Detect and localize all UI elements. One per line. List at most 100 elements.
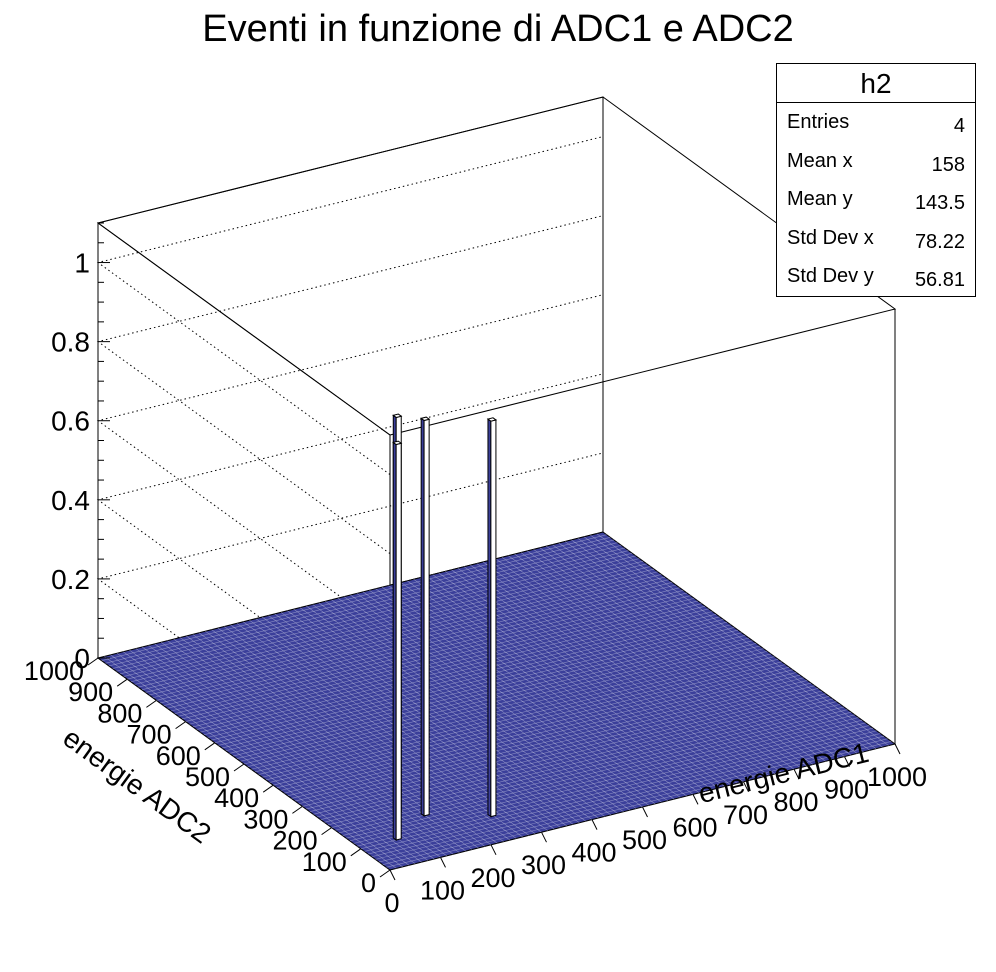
- floor-grid-line: [583, 536, 877, 749]
- floor-grid-line: [564, 541, 858, 754]
- floor-grid-line: [501, 556, 795, 770]
- floor-grid-line: [108, 539, 615, 667]
- y-tick-label: 200: [273, 826, 318, 856]
- floor-grid-line: [539, 547, 833, 760]
- x-tick-label: 800: [773, 787, 818, 817]
- floor-grid-line: [200, 605, 706, 733]
- floor-grid-line: [381, 586, 675, 800]
- y-tick-label: 900: [68, 677, 113, 707]
- x-tick: [642, 806, 648, 818]
- z-tick-label: 0.4: [51, 485, 90, 516]
- z-tick-label: 0.8: [51, 327, 90, 358]
- floor-grid-line: [476, 563, 769, 776]
- y-tick-label: 800: [97, 698, 142, 728]
- chart-title: Eventi in funzione di ADC1 e ADC2: [202, 8, 794, 50]
- y-tick-label: 700: [127, 720, 172, 750]
- floor-grid-line: [400, 582, 694, 795]
- y-tick: [204, 742, 216, 751]
- floor-grid-line: [167, 582, 673, 709]
- x-tick-label: 300: [521, 850, 566, 880]
- stats-value: 143.5: [914, 192, 965, 214]
- stats-row-entries: Entries 4: [777, 103, 975, 142]
- lego-bar-front: [395, 442, 402, 841]
- y-tick: [262, 784, 274, 793]
- floor-grid-line: [558, 542, 851, 756]
- floor-grid-line: [152, 571, 658, 699]
- floor-grid-line: [577, 538, 870, 751]
- x-tick-label: 500: [622, 825, 667, 855]
- floor-grid-line: [181, 592, 688, 720]
- stats-value: 158: [931, 153, 965, 176]
- floor-grid-line: [116, 544, 622, 672]
- y-tick: [350, 848, 362, 857]
- x-tick-label: 100: [420, 875, 465, 905]
- floor-grid-line: [138, 560, 644, 688]
- x-tick: [389, 869, 396, 881]
- z-tick-label: 0.2: [51, 564, 90, 595]
- floor-grid-line: [178, 590, 684, 717]
- lego-bar-top: [392, 440, 403, 446]
- floor-grid-line: [225, 624, 731, 752]
- floor-grid-line: [123, 550, 629, 677]
- lego-bar-front: [423, 418, 430, 817]
- x-tick: [844, 756, 850, 767]
- x-tick-label: 600: [672, 812, 717, 842]
- stats-label: Mean x: [787, 149, 853, 172]
- y-tick-label: 1000: [24, 656, 84, 686]
- floor-grid-line: [451, 569, 744, 783]
- stats-value: 56.81: [914, 269, 965, 291]
- floor-grid-line: [388, 585, 681, 798]
- floor-grid-line: [159, 576, 666, 704]
- floor-grid-line: [232, 629, 739, 757]
- floor-grid-line: [407, 580, 700, 794]
- floor-grid-line: [457, 567, 750, 781]
- stats-label: Std Dev y: [787, 265, 874, 287]
- floor-grid-line: [514, 553, 807, 767]
- floor-grid-line: [222, 621, 728, 749]
- stats-row-mean-y: Mean y 143.5: [777, 180, 975, 219]
- floor-grid-line: [105, 537, 611, 664]
- floor-grid-line: [362, 591, 656, 805]
- x-tick: [490, 844, 497, 856]
- stats-row-stddev-x: Std Dev x 78.22: [777, 219, 975, 258]
- floor-grid-line: [196, 603, 702, 730]
- lego-bar-top: [392, 413, 403, 418]
- lego-bar-front: [490, 419, 497, 818]
- floor-grid-line: [520, 552, 814, 765]
- x-tick: [541, 831, 547, 843]
- z-tick-label: 0: [74, 643, 90, 674]
- y-tick-label: 400: [214, 783, 259, 813]
- x-tick-label: 200: [470, 863, 515, 893]
- x-tick-label: 1000: [867, 762, 927, 792]
- floor-grid-line: [527, 550, 820, 764]
- floor-grid-line: [214, 616, 720, 744]
- x-tick: [591, 819, 598, 830]
- floor-grid-line: [163, 579, 669, 706]
- y-tick-label: 500: [185, 762, 230, 792]
- box-top-frame: [96, 96, 897, 436]
- floor-grid-line: [218, 619, 724, 746]
- floor-grid-line: [546, 545, 839, 759]
- floor-grid-line: [533, 549, 826, 762]
- floor-grid-line: [112, 542, 618, 669]
- y-tick-label: 0: [361, 868, 376, 898]
- floor-grid-line: [134, 558, 640, 685]
- floor-grid-line: [489, 560, 782, 773]
- lego-bar-top: [486, 417, 498, 422]
- floor-grid-line: [119, 547, 625, 675]
- floor-grid-line: [413, 579, 706, 792]
- stats-value: 4: [953, 115, 965, 137]
- floor-grid-line: [189, 597, 695, 725]
- x-tick-label: 400: [571, 838, 616, 868]
- floor-grid-line: [590, 534, 883, 748]
- stats-label: Mean y: [787, 188, 853, 210]
- y-tick: [146, 699, 157, 708]
- x-tick: [692, 794, 699, 805]
- floor-grid-line: [571, 539, 864, 753]
- floor-grid-line: [426, 575, 719, 789]
- x-tick-label: 700: [723, 800, 768, 830]
- floor-grid-line: [419, 577, 713, 790]
- stats-row-mean-x: Mean x 158: [777, 142, 975, 181]
- z-tick-label: 1: [74, 248, 90, 279]
